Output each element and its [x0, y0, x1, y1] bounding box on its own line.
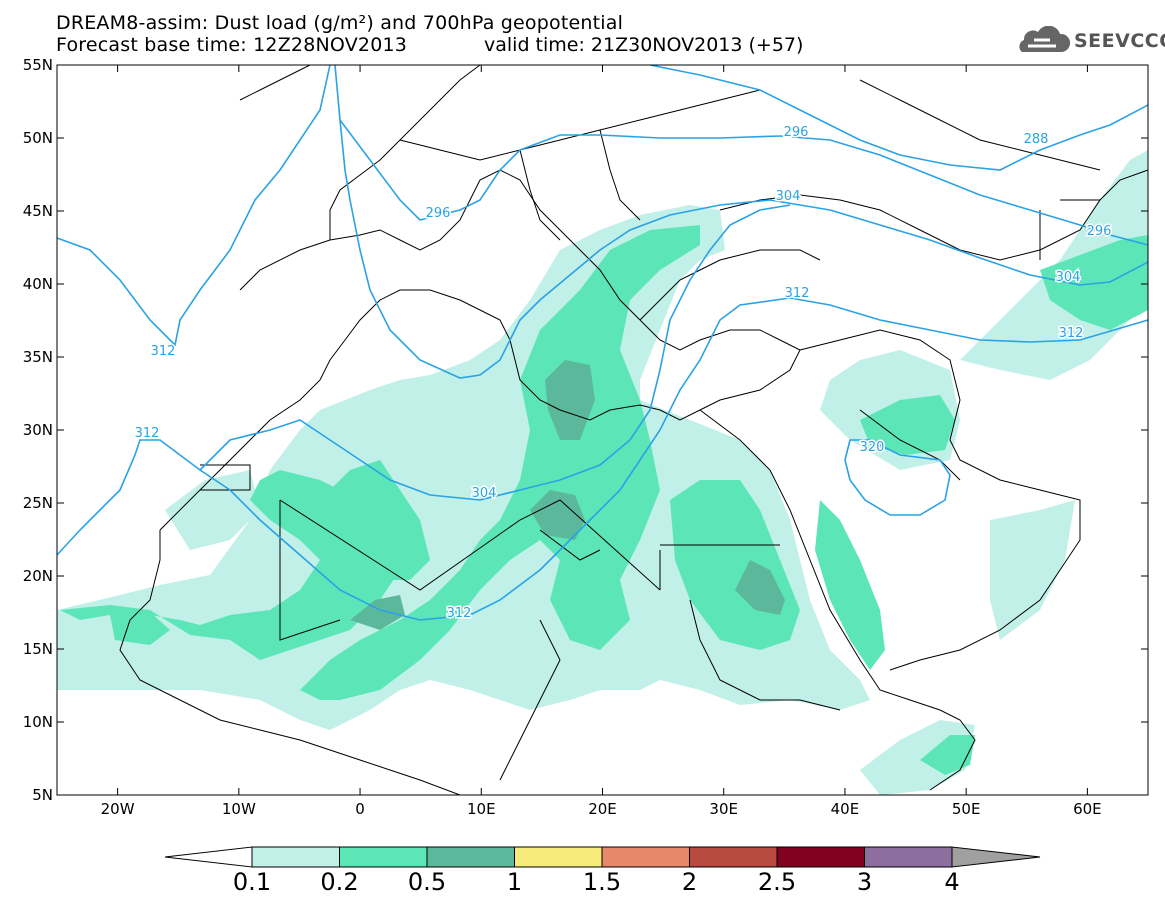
contour-label: 296: [1023, 132, 1048, 147]
valid-time: valid time: 21Z30NOV2013 (+57): [484, 34, 804, 56]
contour-label: 296: [1087, 224, 1112, 239]
cloud-logo-icon: [1019, 25, 1071, 52]
contour-label: 312: [1059, 326, 1084, 341]
forecast-base-time: Forecast base time: 12Z28NOV2013: [56, 34, 408, 56]
colorbar-label: 0.2: [320, 868, 359, 896]
lon-tick-label: 30E: [709, 800, 738, 818]
geopotential-contours: [57, 65, 1148, 621]
lat-tick-label: 25N: [23, 494, 53, 512]
latitude-ticks: 55N 50N 45N 40N 35N 30N 25N 20N 15N 10N 5N: [23, 56, 1148, 804]
lat-tick-label: 45N: [23, 202, 53, 220]
colorbar-label: 0.1: [232, 868, 272, 896]
contour-label: 304: [1056, 270, 1081, 285]
lat-tick-label: 15N: [23, 640, 53, 658]
colorbar: [164, 846, 1041, 868]
colorbar-swatch: [514, 846, 603, 868]
lon-tick-label: 10W: [222, 800, 256, 818]
colorbar-label: 3: [856, 868, 873, 896]
colorbar-swatch: [251, 846, 340, 868]
longitude-ticks: 20W 10W 0 10E 20E 30E 40E 50E 60E: [101, 65, 1102, 818]
lat-tick-label: 20N: [23, 567, 53, 585]
lat-tick-label: 10N: [23, 713, 53, 731]
colorbar-arrow-right: [951, 846, 1041, 868]
map-title: DREAM8-assim: Dust load (g/m²) and 700hP…: [56, 12, 624, 34]
contour-label: 288: [1024, 132, 1049, 147]
dust-shading-dark: [350, 360, 785, 630]
colorbar-arrow-left: [164, 846, 253, 868]
contour-label: 304: [776, 189, 801, 204]
lat-tick-label: 40N: [23, 275, 53, 293]
contour-label: 312: [151, 344, 176, 359]
contour-label: 296: [426, 206, 451, 221]
lat-tick-label: 5N: [32, 786, 53, 804]
lon-tick-label: 0: [355, 800, 365, 818]
lat-tick-label: 30N: [23, 421, 53, 439]
contour-label: 320: [860, 440, 885, 455]
colorbar-label: 4: [944, 868, 960, 896]
lon-tick-label: 20W: [101, 800, 135, 818]
lon-tick-label: 50E: [952, 800, 981, 818]
contour-label: 312: [135, 426, 160, 441]
colorbar-swatch: [601, 846, 690, 868]
colorbar-swatch: [426, 846, 515, 868]
contour-label: 296: [784, 125, 809, 140]
contour-label: 312: [447, 606, 472, 621]
colorbar-swatch: [689, 846, 778, 868]
colorbar-label: 2.5: [757, 868, 797, 896]
colorbar-label: 1.5: [582, 868, 622, 896]
contour-label: 312: [785, 286, 810, 301]
lon-tick-label: 40E: [831, 800, 860, 818]
lat-tick-label: 55N: [23, 56, 53, 74]
colorbar-swatch: [776, 846, 865, 868]
colorbar-swatch: [864, 846, 953, 868]
colorbar-label: 1: [506, 868, 523, 896]
lon-tick-label: 20E: [588, 800, 617, 818]
logo-text: SEEVCCC: [1074, 30, 1165, 52]
lon-tick-label: 60E: [1073, 800, 1102, 818]
lon-tick-label: 10E: [467, 800, 496, 818]
colorbar-label: 2: [681, 868, 698, 896]
lat-tick-label: 50N: [23, 129, 53, 147]
contour-label: 304: [472, 486, 497, 501]
colorbar-swatch: [339, 846, 428, 868]
seevccc-logo: SEEVCCC: [1016, 25, 1165, 56]
colorbar-label: 0.5: [407, 868, 447, 896]
lat-tick-label: 35N: [23, 348, 53, 366]
